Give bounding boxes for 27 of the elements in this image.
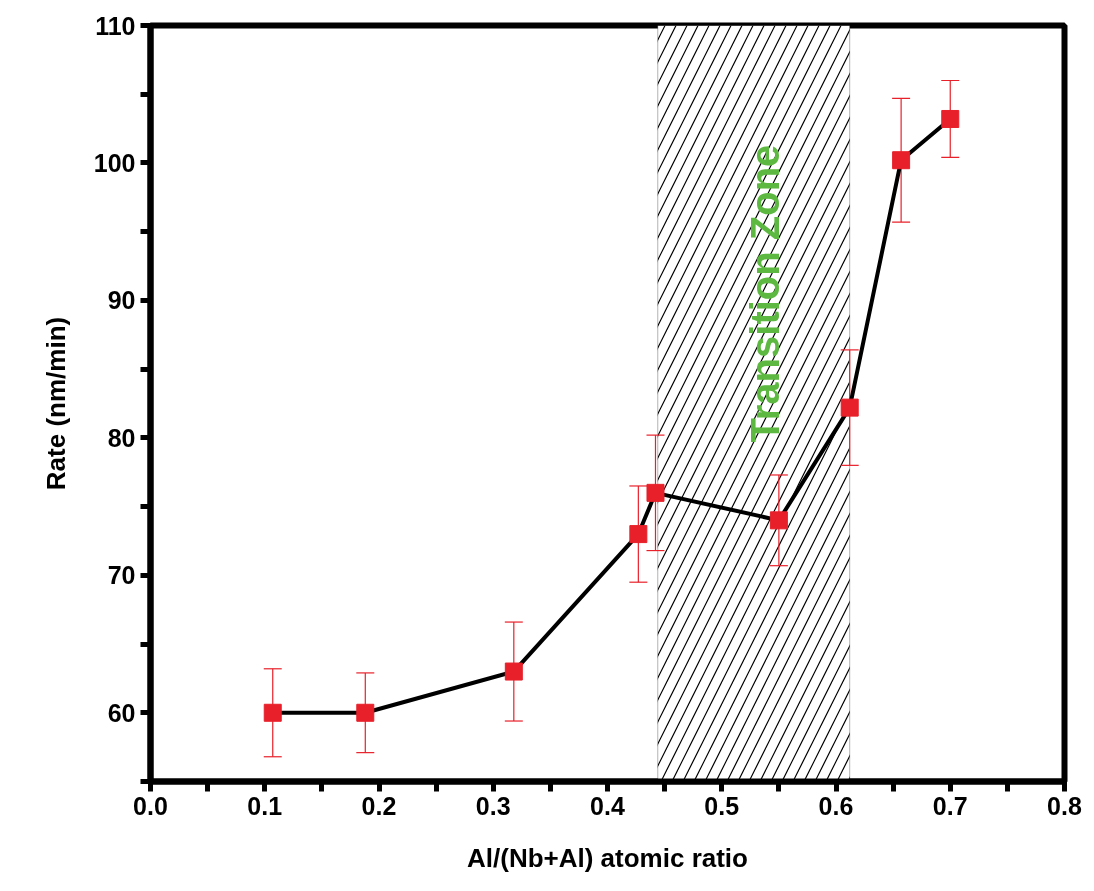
x-tick-label: 0.2 [361, 791, 397, 820]
x-tick-label: 0.3 [475, 791, 511, 820]
x-tick-label: 0.0 [133, 791, 168, 820]
x-tick-label: 0.5 [704, 791, 740, 820]
point [629, 525, 648, 544]
y-tick-label: 60 [107, 698, 136, 727]
x-tick-label: 0.6 [818, 791, 854, 820]
x-tick-label: 0.1 [247, 791, 283, 820]
point [892, 151, 911, 170]
band-label: Transition Zone [743, 144, 788, 443]
y-tick-label: 110 [95, 11, 136, 40]
point [263, 703, 282, 722]
point [840, 398, 859, 417]
y-tick-label: 90 [107, 286, 136, 315]
point [356, 703, 375, 722]
x-tick-label: 0.8 [1047, 791, 1082, 820]
y-tick-label: 70 [107, 561, 136, 590]
point [769, 511, 788, 530]
point [941, 109, 960, 128]
y-tick-label: 100 [93, 148, 136, 177]
x-axis-title: Al/(Nb+Al) atomic ratio [467, 842, 748, 873]
x-tick-label: 0.7 [932, 791, 968, 820]
y-axis-title: Rate (nm/min) [40, 316, 71, 491]
point [646, 483, 665, 502]
point [504, 662, 523, 681]
x-tick-label: 0.4 [590, 791, 625, 820]
y-tick-label: 80 [107, 423, 136, 452]
